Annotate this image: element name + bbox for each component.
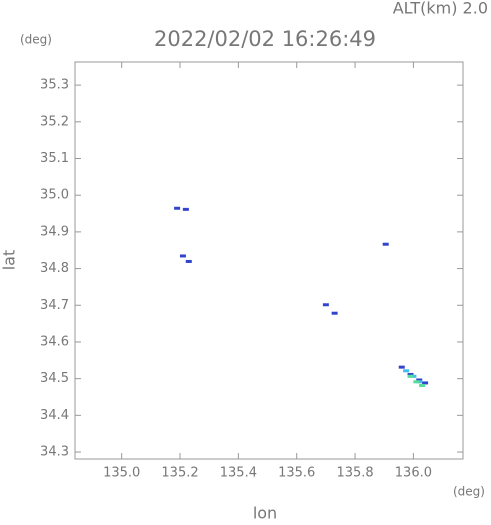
y-tick-label: 35.2 [40,114,69,129]
y-tick-label: 34.5 [40,371,69,386]
echo [416,378,423,382]
x-tick-label: 135.6 [278,466,315,481]
echo [322,303,329,307]
echo [382,242,389,246]
y-tick-label: 34.9 [40,224,69,239]
echo [398,365,405,369]
x-axis-label: lon [253,504,277,522]
echo [331,311,338,315]
y-tick-label: 35.3 [40,78,69,93]
echo [407,374,414,378]
y-tick-label: 34.6 [40,334,69,349]
x-tick-label: 136.0 [395,466,432,481]
x-tick-label: 135.8 [336,466,373,481]
y-tick-label: 34.3 [40,445,69,460]
echo [179,254,186,258]
echo [403,369,410,373]
y-tick-label: 35.0 [40,188,69,203]
echo [407,372,414,376]
echo [182,207,189,211]
echo [185,259,192,263]
y-unit: (deg) [20,33,52,47]
subtitle: ALT(km) 2.0 [393,0,488,18]
plot-frame [74,61,464,460]
y-tick-label: 35.1 [40,151,69,166]
echo [174,206,181,210]
echo [419,383,426,387]
x-tick-label: 135.0 [103,466,140,481]
y-tick-label: 34.7 [40,298,69,313]
echo [422,381,429,385]
x-tick-label: 135.2 [161,466,198,481]
chart-title: 2022/02/02 16:26:49 [154,27,376,51]
x-unit: (deg) [453,485,485,499]
y-axis-label: lat [0,250,19,271]
x-tick-label: 135.4 [220,466,257,481]
y-tick-label: 34.4 [40,408,69,423]
echo [413,380,420,384]
y-tick-label: 34.8 [40,261,69,276]
